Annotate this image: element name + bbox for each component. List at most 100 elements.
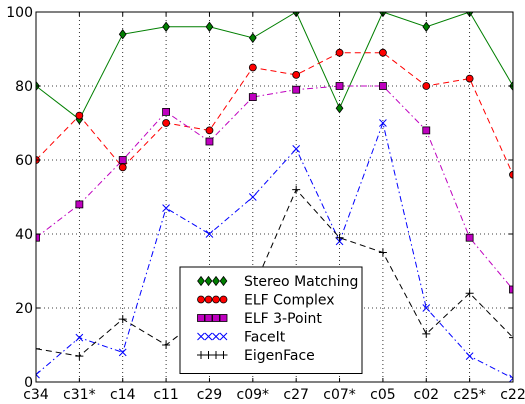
data-point <box>75 200 84 209</box>
x-tick-label: c22 <box>500 387 525 403</box>
data-point <box>75 111 84 120</box>
y-tick-label: 40 <box>15 227 33 243</box>
legend-entry: FaceIt <box>197 330 286 346</box>
data-point <box>465 233 474 242</box>
x-tick-label: c07* <box>323 387 356 403</box>
y-tick-label: 80 <box>15 79 33 95</box>
y-tick-label: 0 <box>24 375 33 391</box>
data-point <box>292 85 301 94</box>
legend-marker <box>219 332 228 341</box>
y-tick-label: 60 <box>15 153 33 169</box>
legend-marker <box>197 314 205 322</box>
legend-marker <box>197 275 205 287</box>
legend-marker <box>197 295 205 304</box>
data-point <box>422 304 431 312</box>
x-tick-label: c31* <box>63 387 96 403</box>
legend: Stereo Matching ELF Complex ELF 3-Point Fac… <box>179 266 363 374</box>
legend-marker <box>212 314 220 322</box>
legend-marker <box>212 332 220 341</box>
data-point <box>205 137 214 146</box>
x-tick-label: c29 <box>197 387 223 403</box>
data-point <box>509 374 513 382</box>
data-point <box>118 156 127 164</box>
legend-marker <box>219 295 228 304</box>
y-tick-label: 100 <box>6 5 33 21</box>
legend-marker <box>204 314 213 322</box>
axes: c34 c31* c14 c11 c29 c09* c27 c07* c05 c02 c25* c22… <box>6 5 525 403</box>
data-point <box>162 108 170 116</box>
x-tick-label: c05 <box>370 387 396 403</box>
x-tick-label: c11 <box>153 387 179 403</box>
data-point <box>248 32 257 44</box>
data-point <box>335 103 344 114</box>
series-line <box>36 52 513 176</box>
series-line <box>36 188 513 357</box>
plot-frame <box>35 11 514 383</box>
legend-marker <box>212 275 220 287</box>
data-point <box>36 233 40 242</box>
legend-label: EigenFace <box>244 348 315 364</box>
series-line <box>36 121 513 379</box>
legend-marker <box>204 295 213 304</box>
data-point <box>118 29 127 40</box>
data-point <box>379 82 387 90</box>
data-point <box>465 352 474 360</box>
data-point <box>422 82 431 90</box>
data-point <box>422 126 431 135</box>
legend-entry: ELF 3-Point <box>197 311 322 327</box>
data-point <box>465 289 474 298</box>
data-point <box>509 333 513 342</box>
legend-marker <box>219 314 228 322</box>
data-point <box>36 344 40 353</box>
data-point <box>36 370 40 379</box>
legend-marker <box>219 275 228 287</box>
legend-marker <box>197 351 205 359</box>
data-point <box>422 329 431 338</box>
data-point <box>379 48 387 57</box>
data-point <box>205 230 214 238</box>
data-point <box>118 315 127 324</box>
data-point <box>118 348 127 357</box>
data-point <box>162 204 170 212</box>
legend-marker <box>197 332 205 341</box>
data-point <box>162 341 171 349</box>
legend-entry: Stereo Matching <box>197 274 358 290</box>
data-point <box>292 145 301 153</box>
legend-marker <box>204 351 213 359</box>
data-point <box>422 21 431 32</box>
legend-label: Stereo Matching <box>244 274 358 290</box>
legend-label: ELF 3-Point <box>244 311 322 327</box>
legend-label: ELF Complex <box>244 293 335 309</box>
x-tick-label: c09* <box>237 387 270 403</box>
legend-label: FaceIt <box>244 330 286 346</box>
data-point <box>162 21 170 32</box>
data-point <box>118 163 127 172</box>
data-point <box>162 119 170 127</box>
data-point <box>75 333 84 342</box>
legend-marker <box>219 351 228 359</box>
data-point <box>205 21 214 32</box>
x-tick-label: c34 <box>23 387 49 403</box>
data-point <box>378 248 387 257</box>
data-point <box>509 170 513 179</box>
legend-marker <box>204 275 213 287</box>
legend-entry: ELF Complex <box>197 293 335 309</box>
legend-marker <box>212 351 220 359</box>
y-tick-label: 20 <box>15 301 33 317</box>
series-elf-complex <box>36 48 513 179</box>
data-point <box>292 71 301 79</box>
x-tick-label: c14 <box>110 387 136 403</box>
series-line <box>36 12 513 121</box>
series-elf-3-point <box>36 82 513 294</box>
data-point <box>335 82 344 90</box>
data-point <box>335 48 344 57</box>
data-point <box>379 119 387 127</box>
data-point <box>465 74 474 83</box>
series-faceit <box>36 119 513 382</box>
x-tick-label: c27 <box>283 387 309 403</box>
data-point <box>205 126 214 135</box>
data-point <box>248 63 257 72</box>
data-point <box>248 93 257 101</box>
data-point <box>335 233 344 242</box>
